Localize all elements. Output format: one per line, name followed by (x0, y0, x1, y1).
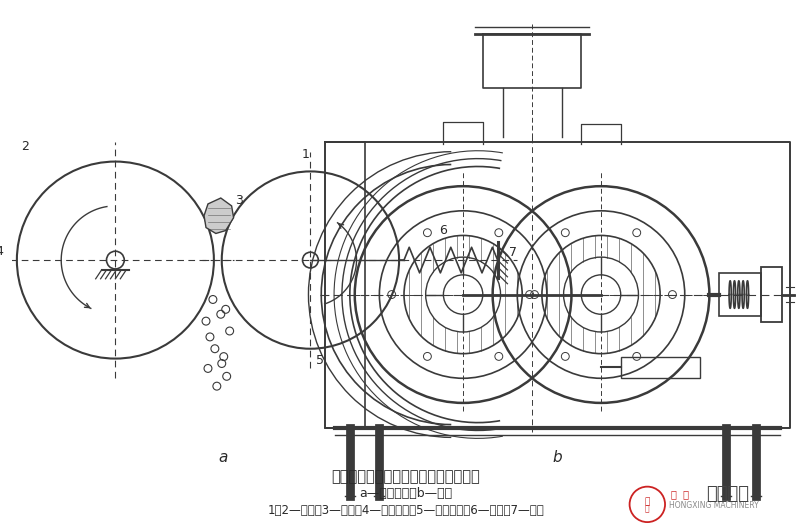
Text: 红  星: 红 星 (671, 490, 689, 499)
Text: 双辊式破碎机的工作原理及结构示意图: 双辊式破碎机的工作原理及结构示意图 (331, 469, 480, 484)
Text: a—工作原理；b—结构: a—工作原理；b—结构 (359, 487, 453, 500)
Text: 1: 1 (302, 148, 310, 161)
Bar (719, 273, 761, 316)
Text: HONGXING MACHINERY: HONGXING MACHINERY (669, 501, 758, 510)
Text: 7: 7 (510, 246, 518, 259)
Text: 星: 星 (645, 505, 650, 514)
Text: 6: 6 (439, 225, 447, 237)
Text: 2: 2 (21, 140, 29, 153)
Bar (761, 267, 782, 322)
Text: 5: 5 (316, 355, 324, 367)
Text: 红星机器: 红星机器 (706, 485, 750, 504)
Text: 红: 红 (645, 497, 650, 506)
Text: b: b (553, 450, 562, 465)
Text: 4: 4 (0, 245, 3, 258)
Text: a: a (218, 450, 227, 465)
Text: 1，2—辊子；3—物料；4—固定轴承；5—可动轴承；6—弹簧；7—机架: 1，2—辊子；3—物料；4—固定轴承；5—可动轴承；6—弹簧；7—机架 (267, 504, 544, 517)
Text: 3: 3 (235, 194, 243, 207)
Bar (621, 357, 699, 378)
Polygon shape (204, 198, 234, 234)
